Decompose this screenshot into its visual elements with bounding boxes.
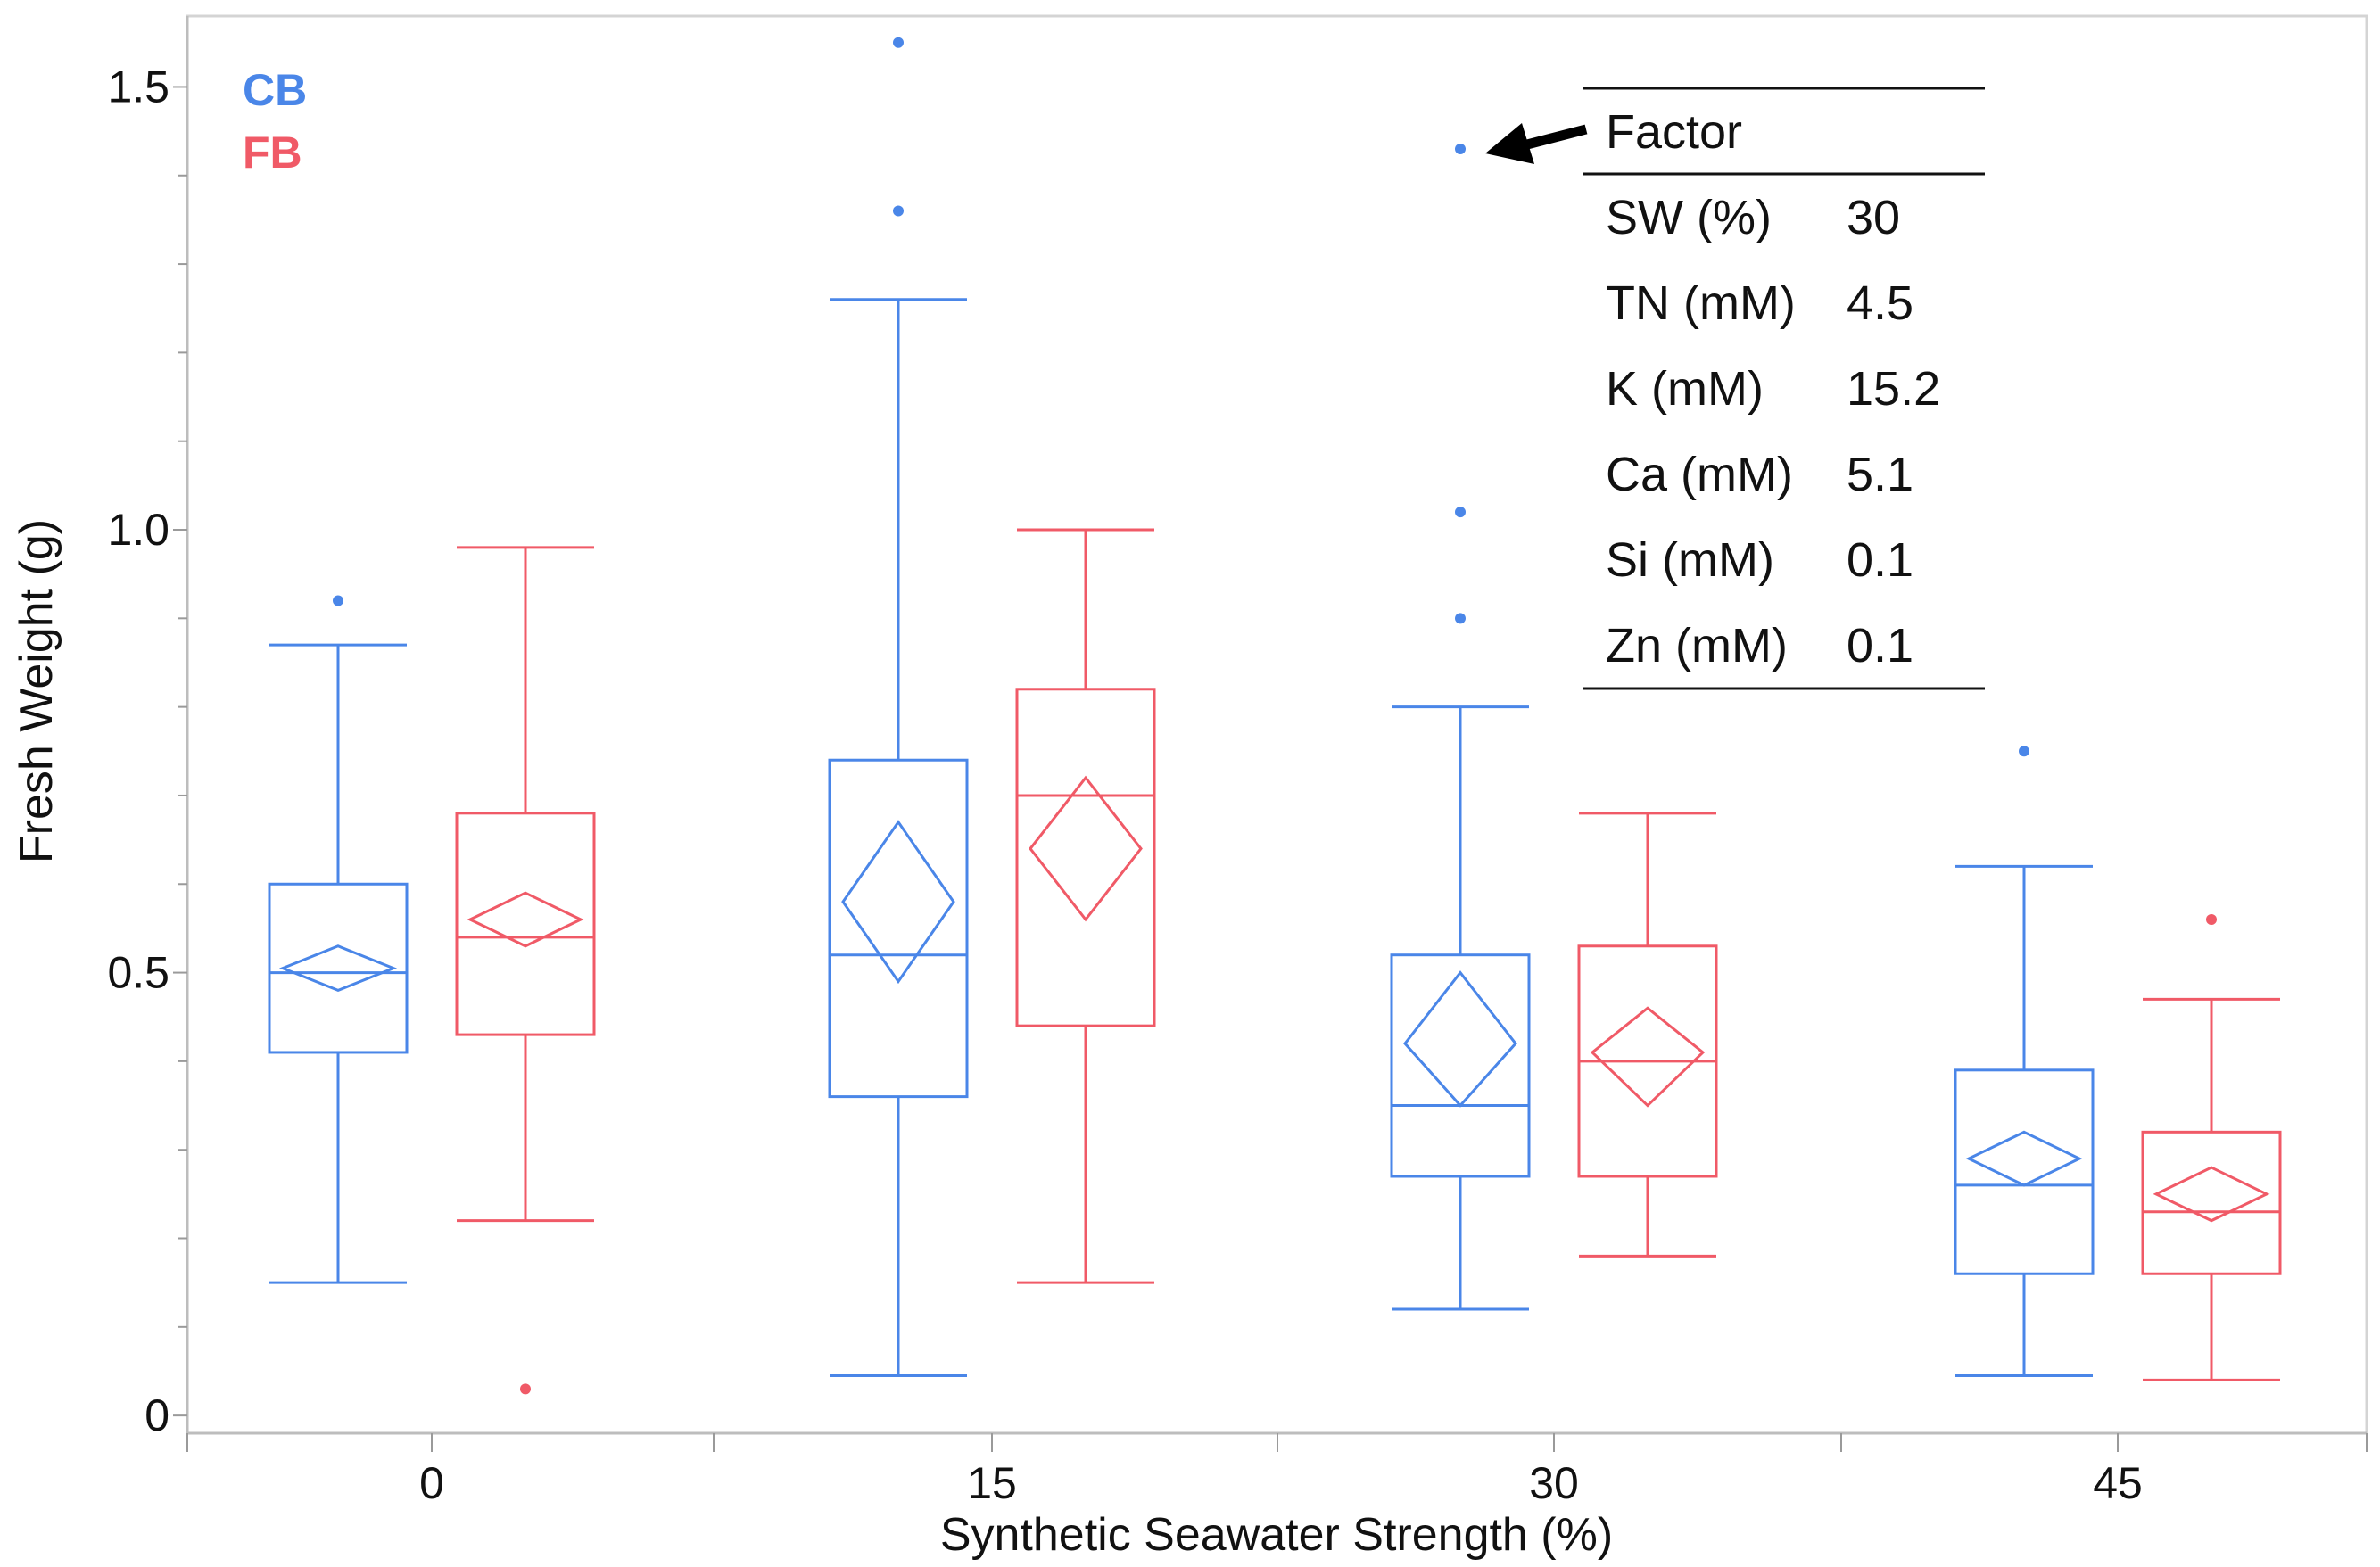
mean-diamond (278, 944, 398, 993)
box-fb-45 (2141, 997, 2282, 1381)
table-row-value: 30 (1847, 191, 1900, 244)
x-tick-label: 45 (2093, 1458, 2143, 1508)
box-fb-15 (1015, 528, 1156, 1284)
mean-diamond (1029, 775, 1143, 922)
iqr-box (268, 882, 409, 1054)
legend-label-cb: CB (243, 65, 307, 115)
mean-diamond (2153, 1166, 2270, 1223)
arrow-head (1485, 123, 1534, 164)
table-row-label: Si (mM) (1606, 533, 1774, 587)
arrow-annotation (1485, 123, 1588, 164)
outlier-point (520, 1383, 531, 1395)
outlier-point (1455, 507, 1466, 518)
table-row-label: SW (%) (1606, 191, 1772, 244)
table-row-value: 15.2 (1847, 362, 1940, 416)
mean-diamond (467, 891, 584, 948)
outlier-point (893, 205, 904, 217)
y-axis-ticks: 0 0.5 1.0 1.5 (107, 62, 187, 1440)
iqr-box (1015, 688, 1156, 1027)
outlier-point (1455, 143, 1466, 154)
legend-label-fb: FB (243, 128, 302, 177)
y-tick-label: 1.5 (107, 62, 169, 111)
box-fb-30 (1577, 812, 1718, 1258)
box-cb-15 (828, 298, 969, 1377)
outlier-point (2019, 746, 2029, 757)
x-tick-label: 0 (419, 1458, 444, 1508)
outlier-point (2206, 913, 2217, 925)
outlier-point (893, 37, 904, 48)
mean-diamond (1403, 970, 1517, 1108)
iqr-box (1390, 953, 1531, 1178)
table-row-label: TN (mM) (1606, 276, 1796, 330)
table-row-value: 5.1 (1847, 448, 1913, 501)
outlier-point (1455, 613, 1466, 624)
x-tick-label: 30 (1529, 1458, 1579, 1508)
box-cb-45 (1954, 864, 2095, 1377)
x-axis-title: Synthetic Seawater Strength (%) (940, 1509, 1613, 1561)
table-row-label: K (mM) (1606, 362, 1764, 416)
plot-frame (186, 14, 2368, 1435)
outlier-point (333, 595, 343, 606)
table-row-value: 0.1 (1847, 533, 1913, 587)
iqr-box (455, 812, 596, 1036)
boxes-layer (268, 298, 2282, 1381)
box-cb-30 (1390, 705, 1531, 1311)
mean-diamond (1590, 1006, 1706, 1108)
box-cb-0 (268, 643, 409, 1284)
y-tick-label: 0 (145, 1390, 169, 1440)
table-row-label: Ca (mM) (1606, 448, 1793, 501)
arrow-shaft (1525, 124, 1588, 150)
mean-diamond (841, 820, 955, 985)
table-row-label: Zn (mM) (1606, 619, 1788, 672)
y-axis-title: Fresh Weight (g) (11, 519, 62, 863)
x-axis-ticks: 0 15 30 45 (186, 1433, 2368, 1508)
table-header: Factor (1606, 105, 1742, 159)
table-row-value: 4.5 (1847, 276, 1913, 330)
iqr-box (1954, 1068, 2095, 1275)
box-fb-0 (455, 546, 596, 1223)
factor-table: Factor SW (%) 30 TN (mM) 4.5 K (mM) 15.2… (1583, 87, 1985, 690)
x-tick-label: 15 (967, 1458, 1017, 1508)
table-row-value: 0.1 (1847, 619, 1913, 672)
outliers-layer (333, 37, 2217, 1395)
y-tick-label: 0.5 (107, 948, 169, 998)
iqr-box (828, 758, 969, 1099)
iqr-box (2141, 1130, 2282, 1275)
y-tick-label: 1.0 (107, 505, 169, 555)
mean-diamond (1965, 1130, 2083, 1187)
